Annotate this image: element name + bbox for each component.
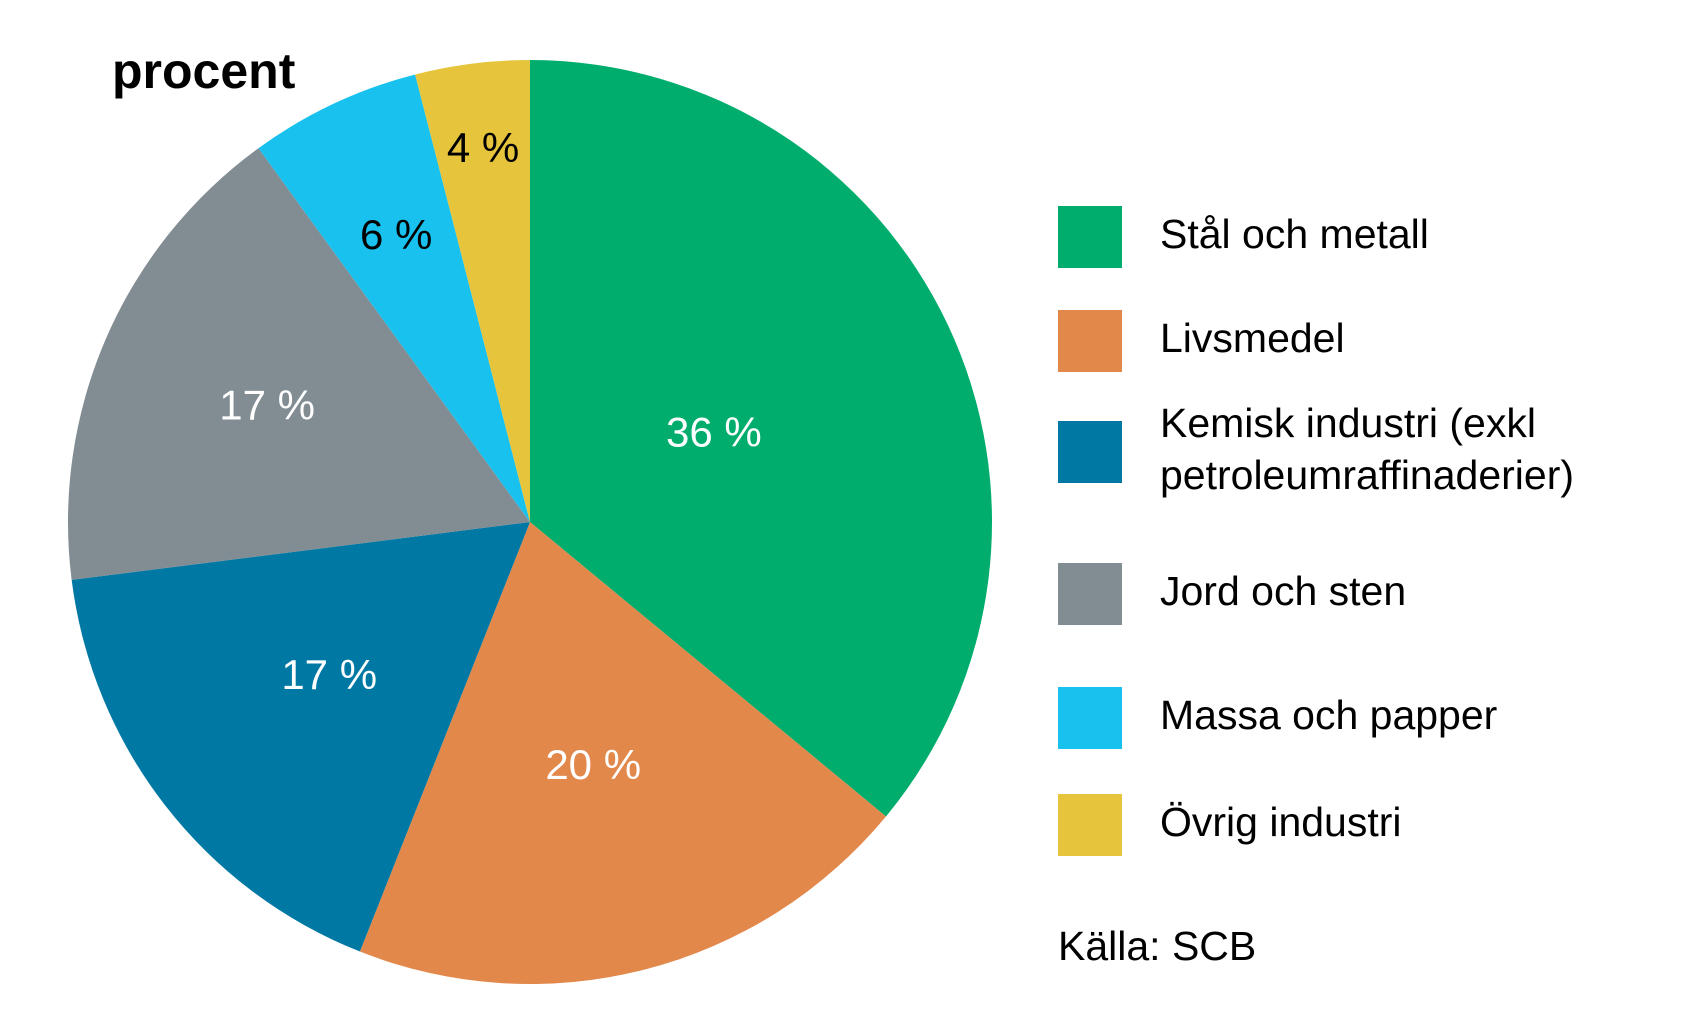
- legend-label-livsmedel: Livsmedel: [1160, 315, 1345, 361]
- legend-label-jord-och-sten: Jord och sten: [1160, 568, 1406, 614]
- legend-swatch-ovrig-industri: [1058, 794, 1122, 856]
- legend-label-ovrig-industri: Övrig industri: [1160, 799, 1402, 845]
- legend-label-kemisk-industri-exkl-petroleumraffinaderier-line-2: petroleumraffinaderier): [1160, 452, 1574, 498]
- data-label-stal-och-metall: 36 %: [666, 408, 762, 455]
- legend: Stål och metall Livsmedel Kemisk industri …: [1058, 206, 1574, 856]
- data-label-jord-och-sten: 17 %: [219, 381, 315, 428]
- legend-label-kemisk-industri-exkl-petroleumraffinaderier-line-1: Kemisk industri (exkl: [1160, 400, 1536, 446]
- legend-label-massa-och-papper: Massa och papper: [1160, 692, 1497, 738]
- data-label-kemisk-industri-exkl-petroleumraffinaderier: 17 %: [281, 651, 377, 698]
- legend-swatch-jord-och-sten: [1058, 563, 1122, 625]
- pie-slice-jord-och-sten: [67, 148, 531, 580]
- legend-item-kemisk-industri-exkl-petroleumraffinaderier: Kemisk industri (exkl petroleumraffinader…: [1058, 400, 1574, 498]
- unit-title: procent: [112, 43, 296, 99]
- data-label-ovrig-industri: 4 %: [447, 124, 519, 171]
- legend-swatch-kemisk-industri-exkl-petroleumraffinaderier: [1058, 421, 1122, 483]
- source-note: Källa: SCB: [1058, 923, 1256, 969]
- legend-item-ovrig-industri: Övrig industri: [1058, 794, 1402, 856]
- legend-item-livsmedel: Livsmedel: [1058, 310, 1345, 372]
- pie-slices: [67, 59, 993, 985]
- legend-label-stal-och-metall: Stål och metall: [1160, 211, 1429, 257]
- legend-item-stal-och-metall: Stål och metall: [1058, 206, 1429, 268]
- pie-slice-kemisk-industri-exkl-petroleumraffinaderier: [71, 522, 530, 952]
- legend-swatch-massa-och-papper: [1058, 687, 1122, 749]
- data-label-livsmedel: 20 %: [545, 741, 641, 788]
- legend-item-jord-och-sten: Jord och sten: [1058, 563, 1406, 625]
- pie-slice-ovrig-industri: [415, 59, 530, 522]
- pie-slice-livsmedel: [359, 522, 886, 985]
- pie-slice-massa-och-papper: [258, 74, 530, 522]
- legend-swatch-livsmedel: [1058, 310, 1122, 372]
- data-label-massa-och-papper: 6 %: [360, 211, 432, 258]
- legend-item-massa-och-papper: Massa och papper: [1058, 687, 1497, 749]
- pie-slice-labels: 36 % 20 % 17 % 17 % 6 % 4 %: [219, 124, 762, 788]
- pie-slice-stal-och-metall: [530, 60, 993, 817]
- legend-swatch-stal-och-metall: [1058, 206, 1122, 268]
